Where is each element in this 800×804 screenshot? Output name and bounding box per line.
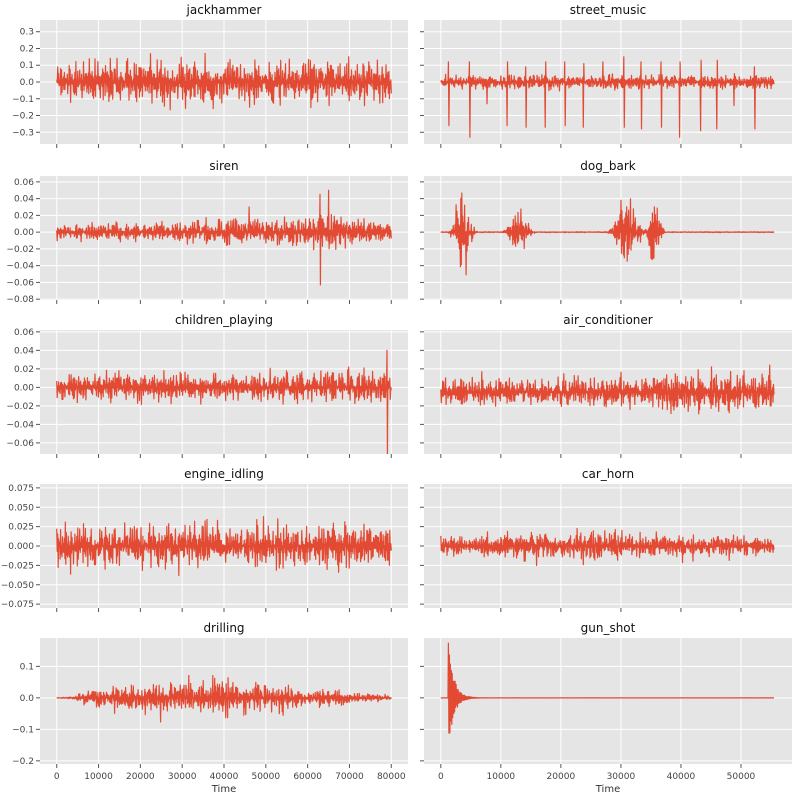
panel-title: children_playing [175, 313, 273, 327]
x-tick-label: 50000 [251, 772, 280, 782]
panel-title: siren [209, 159, 238, 173]
x-tick-label: 30000 [607, 772, 636, 782]
x-tick-label: 50000 [727, 772, 756, 782]
x-tick-label: 20000 [126, 772, 155, 782]
y-tick-label: 0.06 [14, 328, 34, 338]
y-tick-label: −0.050 [1, 581, 35, 591]
x-tick-label: 0 [438, 772, 444, 782]
panel-title: air_conditioner [563, 313, 652, 327]
y-tick-label: −0.2 [12, 757, 34, 767]
y-tick-label: −0.06 [6, 278, 34, 288]
x-tick-label: 20000 [547, 772, 576, 782]
y-tick-label: 0.0 [20, 78, 35, 88]
waveform-line [56, 516, 392, 576]
panel-title: car_horn [582, 467, 634, 481]
y-tick-label: 0.00 [14, 383, 34, 393]
y-tick-label: 0.00 [14, 228, 34, 238]
panel-air-conditioner: air_conditioner [420, 313, 792, 458]
panel-drilling: −0.2 −0.1 0.0 0.1 0 10000 20000 30000 40000 50000… [12, 621, 408, 795]
y-tick-label: −0.04 [6, 262, 34, 272]
y-tick-label: 0.0 [20, 694, 35, 704]
waveform-line [440, 364, 775, 415]
waveform-line [440, 642, 775, 734]
y-tick-label: 0.3 [20, 28, 34, 38]
y-tick-label: 0.02 [14, 211, 34, 221]
waveform-line [440, 192, 775, 276]
x-tick-label: 0 [54, 772, 60, 782]
waveform-line [56, 189, 392, 286]
y-tick-label: 0.1 [20, 662, 34, 672]
y-tick-label: −0.1 [12, 725, 34, 735]
x-tick-label: 30000 [168, 772, 197, 782]
y-tick-label: 0.075 [8, 484, 34, 494]
panel-jackhammer: −0.3 −0.2 −0.1 0.0 0.1 0.2 0.3 jackhammer [12, 3, 408, 148]
plot-area [424, 176, 792, 300]
x-tick-label: 70000 [335, 772, 364, 782]
x-axis-label: Time [211, 784, 236, 795]
panel-street-music: street_music [420, 3, 792, 148]
y-tick-label: 0.2 [20, 44, 34, 54]
waveform-line [56, 349, 392, 454]
panel-siren: −0.08 −0.06 −0.04 −0.02 0.00 0.02 0.04 0.06 sire… [6, 159, 408, 305]
y-tick-label: 0.1 [20, 61, 34, 71]
y-tick-label: 0.06 [14, 178, 34, 188]
waveform-line [56, 674, 392, 723]
x-axis-label: Time [595, 784, 620, 795]
y-tick-label: −0.02 [6, 245, 34, 255]
y-tick-label: −0.025 [1, 561, 34, 571]
y-tick-label: 0.04 [14, 195, 34, 205]
y-tick-label: −0.08 [6, 295, 34, 305]
y-tick-label: −0.04 [6, 420, 34, 430]
panel-title: drilling [203, 621, 244, 635]
x-tick-label: 80000 [377, 772, 406, 782]
panel-title: engine_idling [184, 467, 264, 481]
y-tick-label: −0.3 [12, 128, 34, 138]
y-tick-label: 0.04 [14, 346, 34, 356]
x-tick-label: 60000 [293, 772, 322, 782]
y-tick-label: −0.075 [1, 600, 34, 610]
waveform-line [440, 527, 775, 567]
panel-car-horn: car_horn [420, 467, 792, 612]
y-tick-label: −0.2 [12, 112, 34, 122]
waveform-line [440, 56, 775, 138]
panel-title: street_music [570, 3, 647, 17]
panel-gun-shot: 0 10000 20000 30000 40000 50000 gun_shot Time [420, 621, 792, 795]
plot-area [424, 638, 792, 764]
panel-title: gun_shot [581, 621, 636, 635]
y-tick-label: −0.06 [6, 439, 34, 449]
panel-title: dog_bark [580, 159, 635, 173]
panel-children-playing: −0.06 −0.04 −0.02 0.00 0.02 0.04 0.06 children_… [6, 313, 408, 458]
x-tick-label: 10000 [487, 772, 516, 782]
y-tick-label: 0.025 [8, 523, 34, 533]
x-tick-label: 40000 [667, 772, 696, 782]
y-tick-label: 0.000 [8, 542, 34, 552]
y-tick-label: −0.1 [12, 95, 34, 105]
y-tick-label: −0.02 [6, 402, 34, 412]
panel-title: jackhammer [186, 3, 262, 17]
y-tick-label: 0.050 [8, 503, 34, 513]
x-tick-label: 40000 [210, 772, 239, 782]
panel-dog-bark: dog_bark [420, 159, 792, 304]
y-tick-label: 0.02 [14, 365, 34, 375]
x-tick-label: 10000 [84, 772, 113, 782]
panel-engine-idling: −0.075 −0.050 −0.025 0.000 0.025 0.050 0.075 en… [1, 467, 408, 612]
waveform-line [56, 52, 392, 111]
